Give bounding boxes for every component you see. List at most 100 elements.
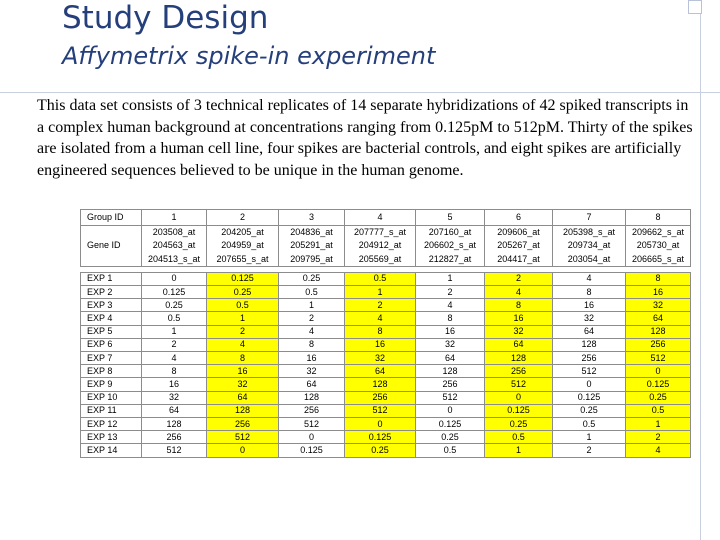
- gene-id-cell: 209734_at: [552, 239, 626, 253]
- concentration-cell: 1: [141, 324, 207, 339]
- concentration-cell: 32: [415, 337, 485, 353]
- concentration-cell: 128: [344, 377, 416, 392]
- concentration-cell: 8: [415, 311, 485, 326]
- concentration-cell: 16: [141, 377, 207, 392]
- concentration-cell: 64: [141, 403, 207, 418]
- concentration-cell: 0.5: [415, 443, 485, 458]
- concentration-cell: 256: [206, 416, 279, 432]
- experiment-row: EXP 7 4 8 16 32 64 128 256 512: [80, 351, 691, 366]
- concentration-cell: 128: [625, 324, 691, 339]
- decorative-vertical-line: [700, 0, 701, 540]
- concentration-cell: 512: [552, 364, 626, 379]
- experiment-row: EXP 9 16 32 64 128 256 512 0 0.125: [80, 377, 691, 392]
- concentration-cell: 0: [344, 416, 416, 432]
- group-id-cell: 3: [278, 209, 345, 226]
- experiment-row: EXP 14 512 0 0.125 0.25 0.5 1 2 4: [80, 443, 691, 458]
- slide-subtitle: Affymetrix spike-in experiment: [62, 42, 436, 70]
- concentration-cell: 4: [141, 351, 207, 366]
- concentration-cell: 256: [344, 390, 416, 405]
- experiment-row: EXP 1 0 0.125 0.25 0.5 1 2 4 8: [80, 271, 691, 287]
- group-id-cell: 4: [344, 209, 416, 226]
- concentration-cell: 1: [484, 443, 553, 458]
- experiment-row: EXP 11 64 128 256 512 0 0.125 0.25 0.5: [80, 403, 691, 418]
- concentration-cell: 1: [206, 311, 279, 326]
- concentration-cell: 512: [278, 416, 345, 432]
- concentration-cell: 16: [206, 364, 279, 379]
- concentration-cell: 256: [278, 403, 345, 418]
- group-id-cell: 6: [484, 209, 553, 226]
- concentration-cell: 0.25: [278, 271, 345, 287]
- spike-in-table: Group ID 1 2 3 4 5 6 7 8 203508_at 204205_at 204836…: [80, 209, 691, 458]
- experiment-label: EXP 10: [80, 390, 142, 405]
- concentration-cell: 16: [278, 351, 345, 366]
- concentration-cell: 0.5: [625, 403, 691, 418]
- concentration-cell: 16: [344, 337, 416, 353]
- concentration-cell: 4: [415, 298, 485, 313]
- gene-id-cell: 212827_at: [415, 252, 485, 267]
- experiment-label: EXP 7: [80, 351, 142, 366]
- concentration-cell: 0.125: [344, 430, 416, 445]
- gene-id-cell: 207655_s_at: [206, 252, 279, 267]
- concentration-cell: 2: [484, 271, 553, 287]
- concentration-cell: 4: [278, 324, 345, 339]
- experiment-row: EXP 12 128 256 512 0 0.125 0.25 0.5 1: [80, 416, 691, 432]
- concentration-cell: 0.25: [344, 443, 416, 458]
- experiment-row: EXP 2 0.125 0.25 0.5 1 2 4 8 16: [80, 285, 691, 300]
- group-id-row: Group ID 1 2 3 4 5 6 7 8: [80, 209, 691, 226]
- concentration-cell: 512: [206, 430, 279, 445]
- gene-id-cell: 205730_at: [625, 239, 691, 253]
- concentration-cell: 16: [552, 298, 626, 313]
- experiment-row: EXP 5 1 2 4 8 16 32 64 128: [80, 324, 691, 339]
- gene-id-cell: 204563_at: [141, 239, 207, 253]
- gene-id-cell: 209795_at: [278, 252, 345, 267]
- gene-id-label-blank: [80, 225, 142, 240]
- gene-id-label-blank: [80, 252, 142, 267]
- concentration-cell: 0.5: [141, 311, 207, 326]
- gene-id-cell: 204959_at: [206, 239, 279, 253]
- concentration-cell: 16: [484, 311, 553, 326]
- concentration-cell: 64: [484, 337, 553, 353]
- gene-id-cell: 204513_s_at: [141, 252, 207, 267]
- gene-id-row: 204513_s_at 207655_s_at 209795_at 205569_at…: [80, 252, 691, 267]
- concentration-cell: 16: [415, 324, 485, 339]
- concentration-cell: 0: [625, 364, 691, 379]
- concentration-cell: 128: [552, 337, 626, 353]
- concentration-cell: 0.25: [415, 430, 485, 445]
- decorative-square: [688, 0, 702, 14]
- gene-id-cell: 207777_s_at: [344, 225, 416, 240]
- concentration-cell: 256: [415, 377, 485, 392]
- experiment-row: EXP 13 256 512 0 0.125 0.25 0.5 1 2: [80, 430, 691, 445]
- concentration-cell: 2: [141, 337, 207, 353]
- concentration-cell: 8: [278, 337, 345, 353]
- gene-id-cell: 209606_at: [484, 225, 553, 240]
- concentration-cell: 8: [625, 271, 691, 287]
- concentration-cell: 4: [552, 271, 626, 287]
- gene-id-cell: 207160_at: [415, 225, 485, 240]
- concentration-cell: 0: [206, 443, 279, 458]
- gene-id-row: Gene ID 204563_at 204959_at 205291_at 204912…: [80, 239, 691, 253]
- gene-id-cell: 205267_at: [484, 239, 553, 253]
- slide-title: Study Design: [62, 0, 269, 36]
- experiment-label: EXP 2: [80, 285, 142, 300]
- concentration-cell: 4: [625, 443, 691, 458]
- concentration-cell: 2: [206, 324, 279, 339]
- gene-id-cell: 204205_at: [206, 225, 279, 240]
- gene-id-cell: 204912_at: [344, 239, 416, 253]
- concentration-cell: 1: [625, 416, 691, 432]
- concentration-cell: 512: [344, 403, 416, 418]
- concentration-cell: 0.25: [552, 403, 626, 418]
- concentration-cell: 64: [552, 324, 626, 339]
- experiment-label: EXP 1: [80, 271, 142, 287]
- gene-id-cell: 206665_s_at: [625, 252, 691, 267]
- group-id-cell: 1: [141, 209, 207, 226]
- concentration-cell: 4: [206, 337, 279, 353]
- concentration-cell: 64: [278, 377, 345, 392]
- concentration-cell: 256: [625, 337, 691, 353]
- concentration-cell: 2: [344, 298, 416, 313]
- concentration-cell: 8: [141, 364, 207, 379]
- concentration-cell: 0.125: [206, 271, 279, 287]
- concentration-cell: 128: [141, 416, 207, 432]
- experiment-label: EXP 14: [80, 443, 142, 458]
- experiment-row: EXP 4 0.5 1 2 4 8 16 32 64: [80, 311, 691, 326]
- gene-id-cell: 206602_s_at: [415, 239, 485, 253]
